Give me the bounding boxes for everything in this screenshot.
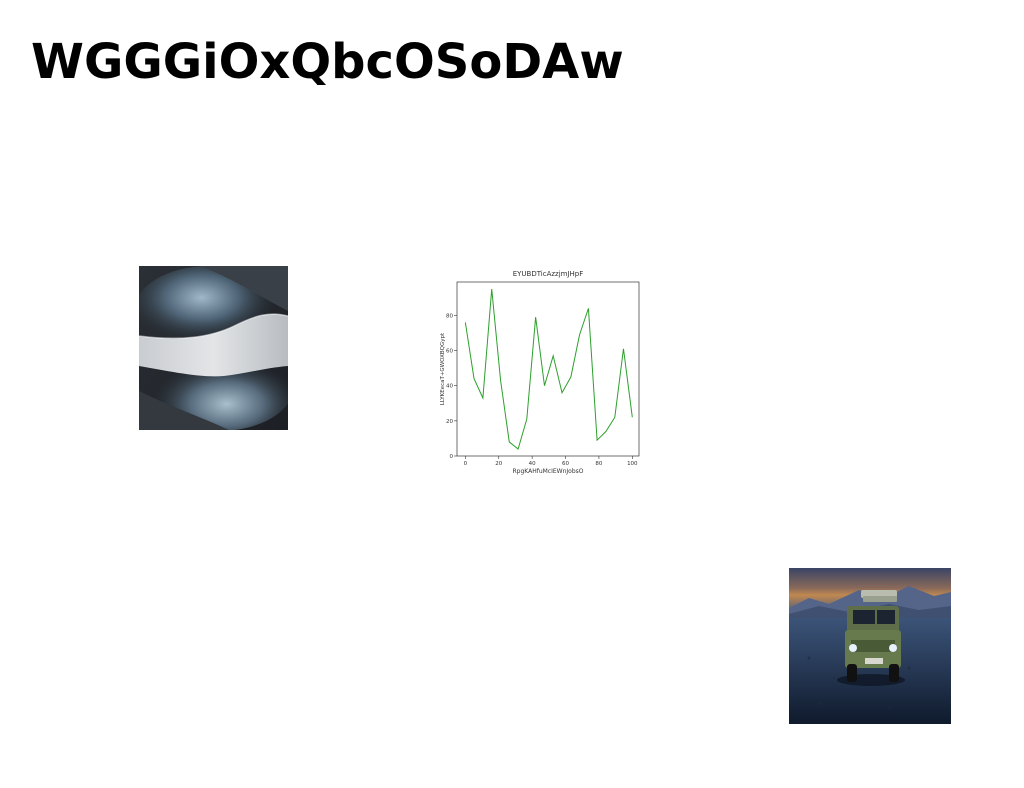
x-tick-label: 80 xyxy=(595,461,602,467)
series-line xyxy=(464,288,633,450)
plot-frame xyxy=(456,281,640,457)
page-title: WGGGiOxQbcOSoDAw xyxy=(31,34,624,90)
chart-title: EYUBDTicAzzjmJHpF xyxy=(513,270,584,278)
y-axis-label: LLYKEecaT+GWOXBQGypt xyxy=(440,332,446,405)
x-tick-label: 0 xyxy=(464,461,468,467)
line-chart: EYUBDTicAzzjmJHpF 0 20 40 60 80 100 0 20 40 60 80… xyxy=(436,264,646,478)
x-axis-label: RpgKAHfuMcIEWnJobsO xyxy=(512,468,583,475)
y-axis-ticks: 0 20 40 60 80 xyxy=(446,313,457,460)
y-tick-label: 60 xyxy=(446,349,453,355)
y-tick-label: 40 xyxy=(446,384,453,390)
x-tick-label: 60 xyxy=(562,461,569,467)
y-tick-label: 20 xyxy=(446,419,453,425)
abstract-wave-image xyxy=(139,266,288,430)
x-axis-ticks: 0 20 40 60 80 100 xyxy=(464,456,638,467)
x-tick-label: 40 xyxy=(529,461,536,467)
offroad-vehicle-image xyxy=(789,568,951,724)
x-tick-label: 100 xyxy=(627,461,638,467)
y-tick-label: 0 xyxy=(450,454,454,460)
x-tick-label: 20 xyxy=(495,461,502,467)
y-tick-label: 80 xyxy=(446,313,453,319)
